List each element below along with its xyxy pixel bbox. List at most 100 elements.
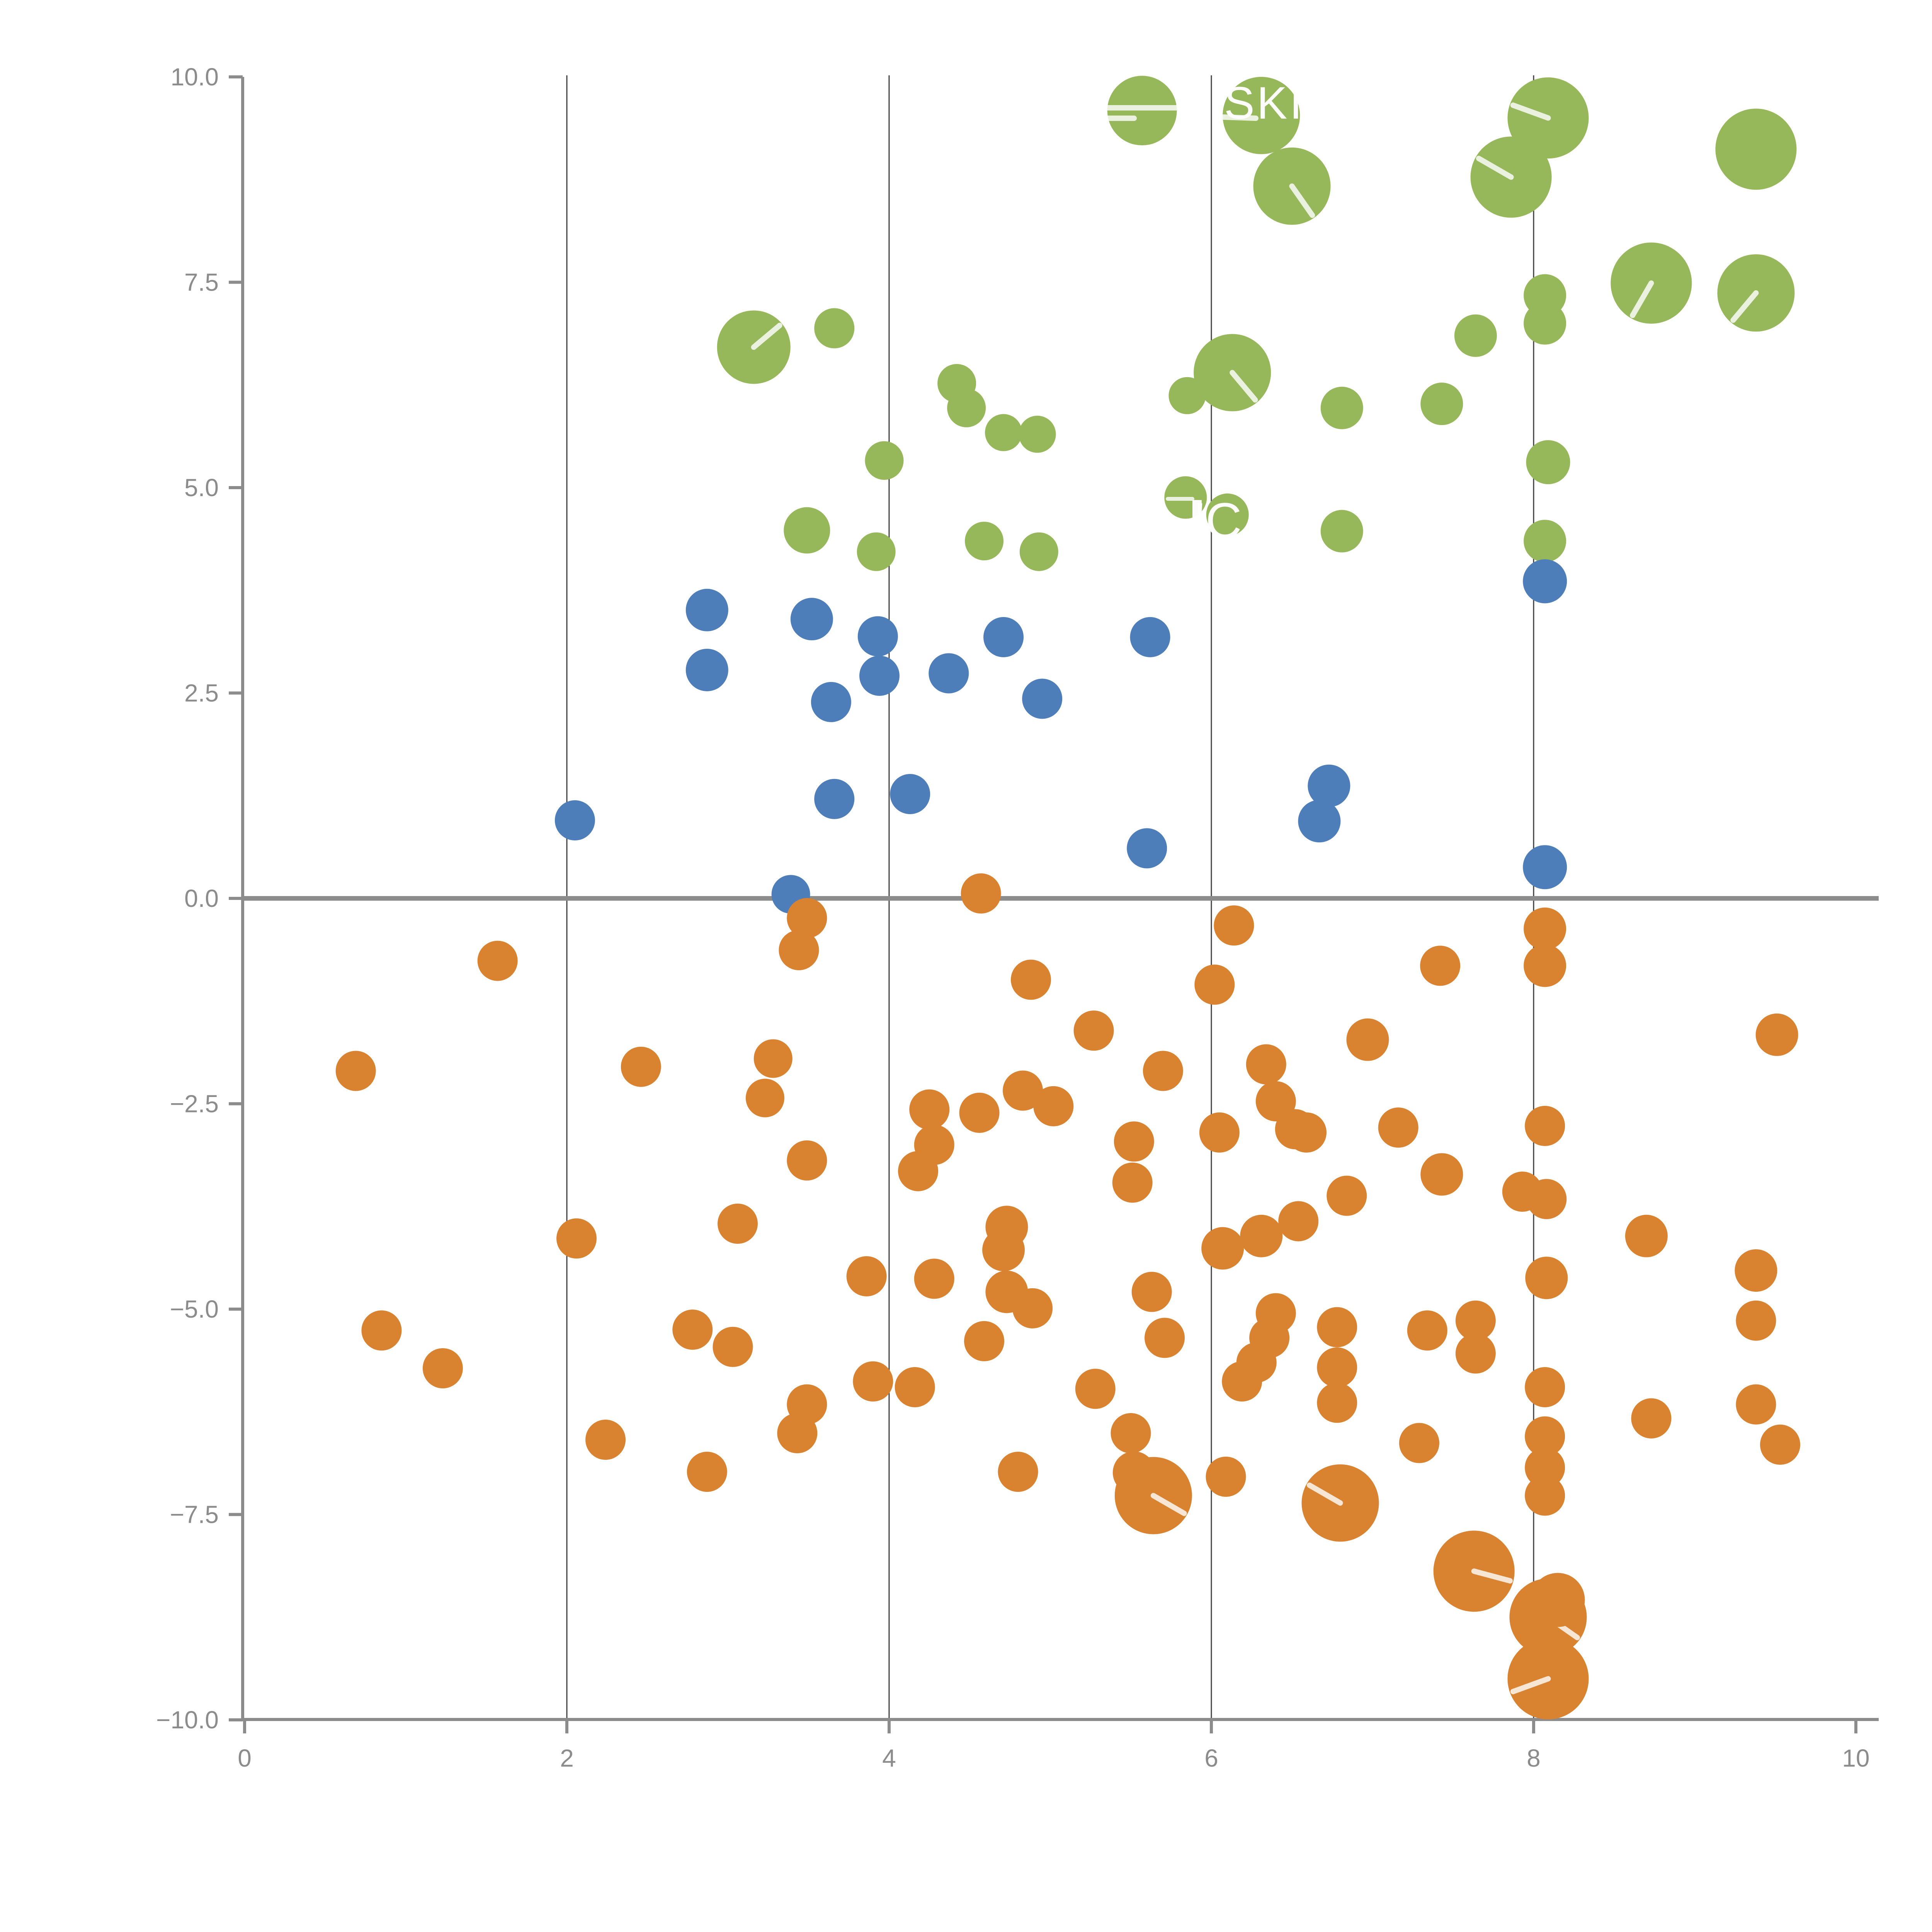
data-point-orange: [1760, 1424, 1801, 1465]
watermark-text: 'C: [1195, 492, 1243, 549]
data-point-orange: [964, 1321, 1005, 1361]
data-point-orange: [1525, 1475, 1565, 1516]
data-point-orange: [1625, 1214, 1668, 1257]
data-point-orange: [961, 873, 1001, 914]
data-point-orange: [895, 1367, 935, 1407]
data-point-orange: [1525, 1367, 1565, 1407]
data-point-orange: [1525, 1447, 1565, 1488]
data-point-green: [1454, 314, 1497, 357]
bubble-streak: [1510, 1676, 1551, 1694]
data-point-orange: [1327, 1175, 1367, 1216]
data-point-orange: [982, 1228, 1025, 1271]
data-point-blue: [1130, 617, 1170, 657]
data-point-orange: [1131, 1272, 1172, 1312]
data-point-green: [947, 388, 986, 427]
data-point-orange: [909, 1089, 950, 1130]
bubble-streak: [1150, 1493, 1187, 1516]
bubble-streak: [1476, 156, 1514, 180]
data-point-orange: [787, 898, 827, 939]
data-point-orange: [1420, 946, 1461, 986]
data-point-orange: [713, 1327, 753, 1367]
data-point-orange: [361, 1310, 402, 1351]
data-point-green: [1320, 510, 1363, 553]
data-point-orange: [787, 1140, 827, 1181]
data-point-orange: [672, 1310, 713, 1350]
data-point-orange: [1073, 1010, 1114, 1051]
data-point-orange: [1317, 1347, 1357, 1388]
y-tick-label: 0.0: [184, 884, 219, 912]
data-point-orange: [1114, 1121, 1154, 1162]
data-point-green: [1168, 377, 1206, 414]
data-point-green: [1524, 302, 1566, 345]
data-point-orange: [1145, 1318, 1185, 1358]
data-point-orange: [1420, 1153, 1463, 1196]
data-point-blue: [983, 617, 1024, 657]
data-point-blue: [554, 800, 595, 841]
x-tick-label: 10: [1842, 1744, 1869, 1772]
y-tick-label: 7.5: [184, 269, 219, 296]
data-point-green: [1019, 532, 1058, 571]
data-point-orange: [1143, 1051, 1183, 1091]
data-point-blue: [685, 648, 728, 691]
data-point-green: [985, 414, 1022, 451]
data-point-orange: [1736, 1384, 1776, 1425]
data-point-orange: [1010, 959, 1051, 1000]
data-point-blue: [1298, 800, 1341, 843]
data-point-orange: [1286, 1112, 1327, 1153]
data-point-orange: [556, 1218, 597, 1259]
bubble-streak: [1230, 370, 1258, 403]
data-point-green: [784, 507, 830, 554]
data-point-orange: [1033, 1086, 1074, 1126]
streak-fragment: [1220, 114, 1259, 121]
x-tick-label: 0: [238, 1744, 252, 1772]
bubble-streak: [1306, 1482, 1343, 1506]
data-point-orange: [687, 1451, 727, 1492]
y-tick-label: 2.5: [184, 679, 219, 707]
data-point-orange: [585, 1420, 626, 1460]
data-point-orange: [959, 1092, 1000, 1133]
watermark-mark: [1192, 500, 1202, 521]
data-point-green: [1526, 440, 1570, 485]
data-point-orange: [1075, 1369, 1116, 1409]
data-point-orange: [1012, 1288, 1053, 1328]
data-point-orange: [777, 1413, 818, 1454]
data-point-orange: [1399, 1423, 1439, 1463]
data-point-orange: [1317, 1307, 1357, 1347]
data-point-orange: [1206, 1456, 1246, 1497]
data-point-orange: [1526, 1179, 1567, 1219]
data-point-orange: [1407, 1310, 1447, 1351]
x-tick-label: 8: [1527, 1744, 1541, 1772]
data-point-orange: [1755, 1013, 1798, 1056]
data-point-orange: [753, 1039, 793, 1078]
data-point-orange: [1240, 1214, 1283, 1257]
data-point-blue: [1308, 764, 1350, 807]
data-point-orange: [846, 1256, 887, 1296]
data-point-green: [814, 308, 855, 349]
data-point-orange: [1112, 1162, 1153, 1203]
data-point-orange: [914, 1259, 954, 1299]
x-tick-label: 2: [560, 1744, 574, 1772]
data-point-orange: [998, 1451, 1038, 1492]
data-point-orange: [718, 1203, 758, 1244]
data-point-orange: [1455, 1300, 1496, 1341]
data-point-orange: [1255, 1293, 1296, 1333]
data-point-blue: [1523, 845, 1567, 889]
data-point-green: [865, 441, 904, 480]
data-point-orange: [745, 1078, 784, 1117]
bubble-streak: [1730, 290, 1759, 323]
watermark-text: SKI: [1224, 78, 1304, 129]
data-point-orange: [1112, 1451, 1155, 1494]
data-point-blue: [890, 774, 930, 814]
data-point-blue: [790, 598, 833, 641]
data-point-blue: [814, 779, 855, 819]
bubble-streak: [1471, 1568, 1513, 1584]
data-point-orange: [1246, 1044, 1286, 1085]
y-tick-label: 5.0: [184, 474, 219, 502]
x-tick-label: 6: [1204, 1744, 1218, 1772]
data-point-orange: [1199, 1112, 1240, 1153]
data-point-green: [1320, 386, 1363, 429]
data-point-blue: [859, 655, 900, 696]
data-point-orange: [853, 1361, 893, 1402]
